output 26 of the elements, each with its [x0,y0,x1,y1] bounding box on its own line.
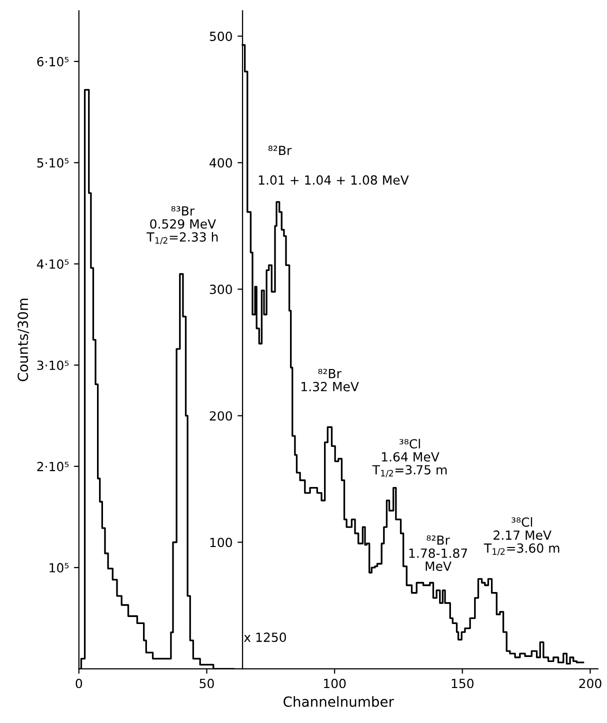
y2-tick-label: 100 [210,538,232,548]
y2-tick-label: 400 [210,158,232,168]
y2-tick-label: 200 [210,411,232,421]
annotation: ⁸²Br 1.32 MeV [302,368,359,392]
annotation: ⁸²Br 1.78-1.87 MeV [409,535,468,571]
y2-tick-label: 500 [210,32,232,42]
annotation: ³⁸Cl 1.64 MeV T$_{1/2}$=3.75 m [372,438,447,478]
y-tick-label: 2·10⁵ [37,462,69,472]
annotation: ³⁸Cl 2.17 MeV T$_{1/2}$=3.60 m [484,517,560,556]
x-tick-label: 150 [452,678,474,688]
y-tick-label: 4·10⁵ [36,259,69,269]
x-axis-title: Channelnumber [284,696,394,707]
y-tick-label: 10⁵ [50,563,69,572]
y-axis-title: Counts/30m [18,298,30,382]
annotation: x 1250 [244,632,286,642]
y-tick-label: 3·10⁵ [37,360,69,370]
annotation: ⁸³Br 0.529 MeV T$_{1/2}$=2.33 h [146,206,218,244]
y-tick-label: 6·10⁵ [37,56,69,66]
annotation: 1.01 + 1.04 + 1.08 MeV [258,175,409,185]
x-tick-label: 200 [579,678,602,688]
y2-tick-label: 300 [210,284,232,294]
y-tick-label: 5·10⁵ [37,158,69,168]
x-tick-label: 100 [324,678,346,688]
x-tick-label: 50 [200,678,214,688]
x-tick-label: 0 [76,678,82,688]
annotation: ⁸²Br [268,146,292,155]
